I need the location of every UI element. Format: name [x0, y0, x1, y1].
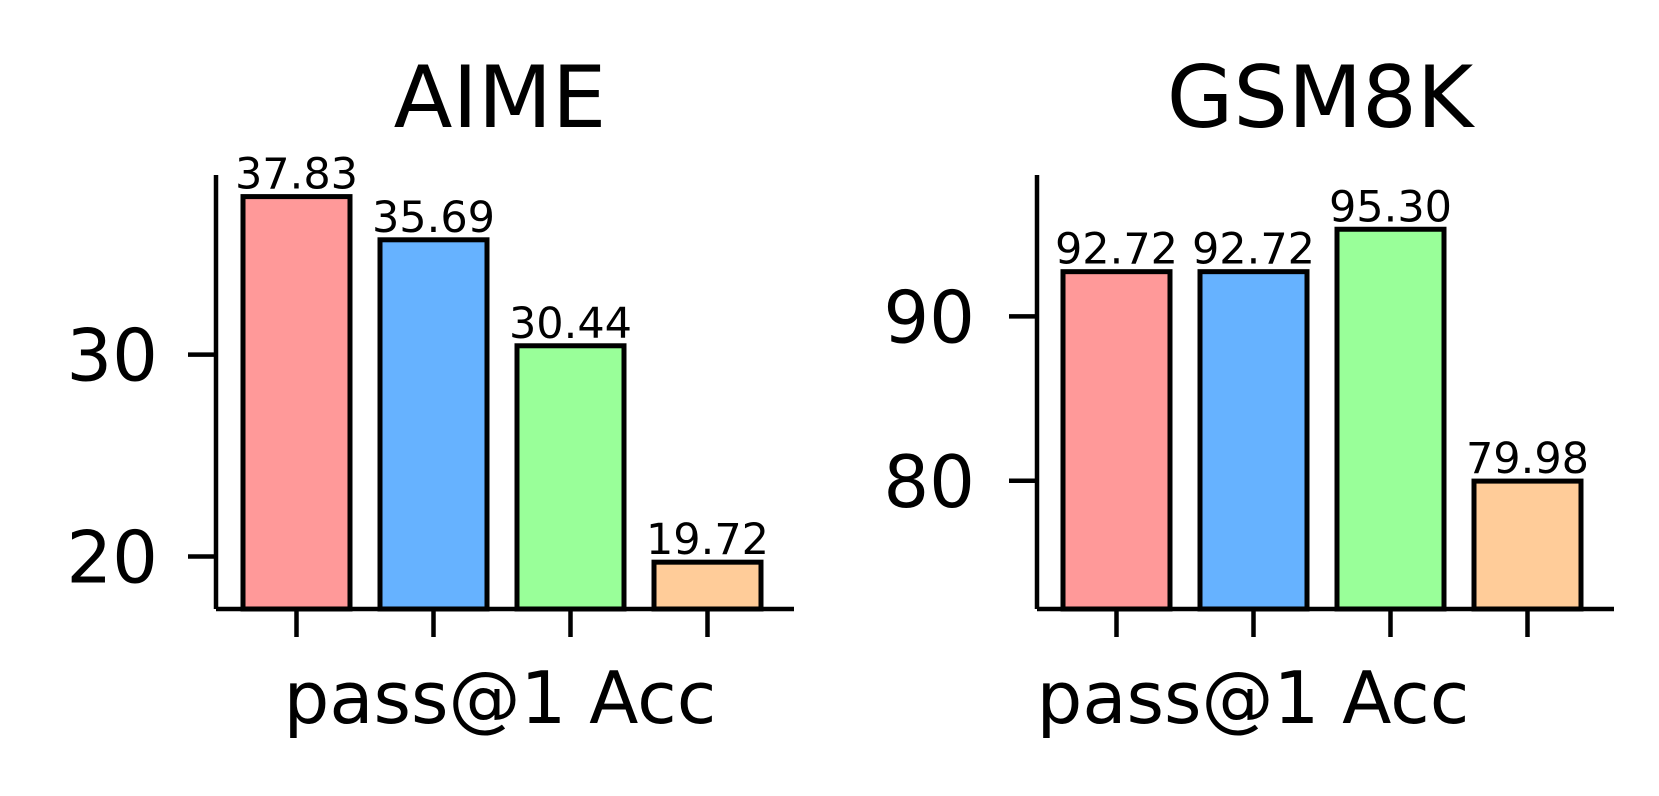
aime-value-labels: 37.83 35.69 30.44 19.72	[235, 150, 769, 566]
gsm8k-bar-1	[1060, 269, 1173, 612]
aime-value-label-2: 35.69	[372, 193, 495, 243]
aime-value-label-1: 37.83	[235, 150, 358, 200]
gsm8k-y-tick-label-90: 90	[883, 275, 975, 359]
aime-bars	[240, 194, 764, 612]
gsm8k-x-axis-label: pass@1 Acc	[1037, 656, 1470, 740]
aime-y-tick-label-20: 20	[66, 516, 158, 600]
aime-bar-3	[514, 343, 627, 612]
gsm8k-yticks: 80 90	[883, 275, 1037, 524]
aime-bar-1	[240, 194, 353, 612]
gsm8k-value-label-3: 95.30	[1329, 182, 1452, 232]
gsm8k-xticks	[1114, 609, 1530, 637]
gsm8k-value-labels: 92.72 92.72 95.30 79.98	[1055, 182, 1589, 484]
gsm8k-panel: GSM8K 92.72 92.72 95.30 79.98 80 90 pass@1 A…	[883, 48, 1614, 740]
gsm8k-bars	[1060, 226, 1584, 612]
gsm8k-value-label-4: 79.98	[1466, 434, 1589, 484]
gsm8k-bar-2	[1197, 269, 1310, 612]
gsm8k-value-label-1: 92.72	[1055, 225, 1178, 275]
aime-xticks	[294, 609, 710, 637]
aime-title: AIME	[394, 48, 607, 148]
gsm8k-title: GSM8K	[1167, 48, 1476, 148]
gsm8k-bar-4	[1471, 478, 1584, 612]
aime-x-axis-label: pass@1 Acc	[284, 656, 717, 740]
aime-bar-4	[651, 559, 764, 612]
aime-y-tick-label-30: 30	[66, 314, 158, 398]
aime-value-label-3: 30.44	[509, 299, 632, 349]
aime-value-label-4: 19.72	[646, 515, 769, 565]
gsm8k-value-label-2: 92.72	[1192, 225, 1315, 275]
gsm8k-bar-3	[1334, 226, 1447, 612]
aime-bar-2	[377, 237, 490, 612]
gsm8k-y-tick-label-80: 80	[883, 440, 975, 524]
